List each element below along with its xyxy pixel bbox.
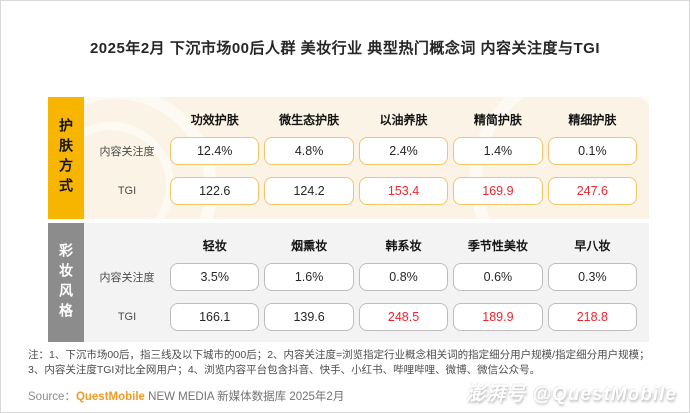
value-box: 3.5% (170, 263, 260, 291)
row-label: 内容关注度 (99, 146, 155, 158)
section-tab-label: 护肤方式 (58, 118, 74, 198)
column-header: 季节性美妆 (467, 239, 528, 253)
row-label: TGI (117, 311, 137, 323)
platform-watermark: 澎湃号 @QuestMobile (466, 384, 677, 405)
column-header: 功效护肤 (190, 113, 239, 127)
value-box-highlighted: 218.8 (547, 303, 638, 331)
tgi-row: TGI 166.1 139.6 248.5 189.9 218.8 (84, 303, 638, 331)
section-makeup: 彩妆风格 轻妆 烟熏妆 韩系妆 季节性美妆 早八妆 内容关注度 3.5% 1.6… (48, 223, 649, 342)
source-prefix: Source： (28, 391, 76, 403)
value-box-highlighted: 248.5 (358, 303, 449, 331)
value-box: 1.6% (264, 263, 354, 291)
value-box: 124.2 (264, 177, 354, 205)
value-box: 0.6% (453, 263, 543, 291)
tgi-row: TGI 122.6 124.2 153.4 169.9 247.6 (84, 177, 638, 205)
section-skincare: 护肤方式 功效护肤 微生态护肤 以油养肤 精简护肤 精细护肤 内容关注度 12.… (48, 97, 649, 219)
column-header: 精细护肤 (568, 113, 617, 127)
concept-table: 护肤方式 功效护肤 微生态护肤 以油养肤 精简护肤 精细护肤 内容关注度 12.… (48, 97, 649, 346)
attention-row: 内容关注度 3.5% 1.6% 0.8% 0.6% 0.3% (84, 263, 638, 291)
section-grid: 功效护肤 微生态护肤 以油养肤 精简护肤 精细护肤 内容关注度 12.4% 4.… (84, 97, 649, 219)
source-suffix: NEW MEDIA 新媒体数据库 2025年2月 (144, 391, 345, 403)
value-box: 2.4% (358, 137, 449, 165)
value-box: 166.1 (170, 303, 260, 331)
row-label: TGI (117, 185, 137, 197)
value-box: 0.8% (358, 263, 449, 291)
value-box: 122.6 (170, 177, 260, 205)
column-header: 精简护肤 (473, 113, 522, 127)
value-box: 139.6 (264, 303, 354, 331)
column-header: 以油养肤 (379, 113, 428, 127)
column-header: 韩系妆 (385, 239, 422, 253)
source-brand: QuestMobile (75, 391, 145, 403)
value-box-highlighted: 247.6 (547, 177, 638, 205)
source-line: Source：QuestMobile NEW MEDIA 新媒体数据库 2025… (28, 388, 344, 404)
section-tab-makeup: 彩妆风格 (48, 223, 84, 342)
column-header: 早八妆 (574, 239, 611, 253)
row-label: 内容关注度 (99, 272, 155, 284)
value-box: 4.8% (264, 137, 354, 165)
column-header: 烟熏妆 (291, 239, 328, 253)
value-box: 0.3% (547, 263, 638, 291)
value-box: 0.1% (547, 137, 638, 165)
section-grid: 轻妆 烟熏妆 韩系妆 季节性美妆 早八妆 内容关注度 3.5% 1.6% 0.8… (84, 223, 649, 342)
column-header: 微生态护肤 (279, 113, 340, 127)
section-tab-skincare: 护肤方式 (48, 97, 84, 219)
value-box: 12.4% (170, 137, 260, 165)
value-box: 1.4% (453, 137, 543, 165)
value-box-highlighted: 189.9 (453, 303, 543, 331)
column-header: 轻妆 (202, 239, 227, 253)
attention-row: 内容关注度 12.4% 4.8% 2.4% 1.4% 0.1% (84, 137, 638, 165)
column-header-row: 轻妆 烟熏妆 韩系妆 季节性美妆 早八妆 (84, 230, 637, 254)
column-header-row: 功效护肤 微生态护肤 以油养肤 精简护肤 精细护肤 (84, 104, 637, 128)
footnote: 注：1、下沉市场00后，指三线及以下城市的00后；2、内容关注度=浏览指定行业概… (28, 349, 650, 376)
page-title: 2025年2月 下沉市场00后人群 美妆行业 典型热门概念词 内容关注度与TGI (89, 40, 601, 57)
value-box-highlighted: 169.9 (453, 177, 543, 205)
section-tab-label: 彩妆风格 (58, 242, 74, 323)
value-box-highlighted: 153.4 (358, 177, 449, 205)
